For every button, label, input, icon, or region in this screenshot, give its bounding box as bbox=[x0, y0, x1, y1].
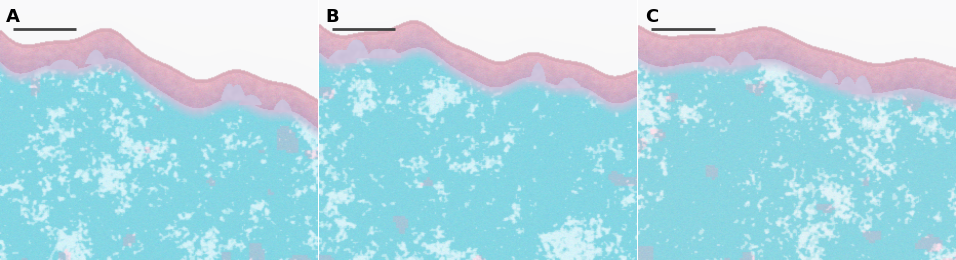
Text: B: B bbox=[326, 8, 339, 26]
Text: C: C bbox=[644, 8, 658, 26]
Text: A: A bbox=[7, 8, 20, 26]
